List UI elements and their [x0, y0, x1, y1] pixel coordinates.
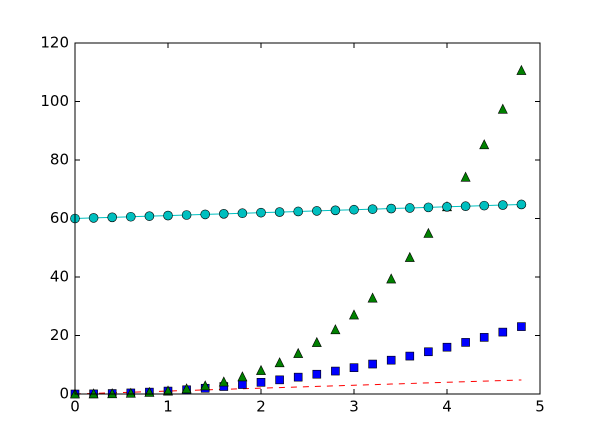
- triangle-marker: [88, 388, 99, 399]
- triangle-marker: [497, 103, 508, 114]
- circle-marker: [126, 211, 136, 222]
- y-tick-label: 80: [50, 151, 69, 169]
- circle-marker: [237, 208, 248, 219]
- circle-marker: [219, 209, 229, 219]
- circle-marker: [163, 210, 173, 221]
- triangle-marker: [200, 380, 211, 391]
- circle-marker: [479, 200, 490, 211]
- circle-marker: [256, 207, 266, 218]
- circle-marker: [516, 199, 527, 210]
- square-marker: [517, 322, 526, 331]
- plot-frame: [74, 42, 541, 395]
- triangle-marker: [516, 64, 527, 75]
- square-marker: [479, 333, 489, 342]
- x-tick-label: 2: [256, 398, 266, 416]
- circle-marker: [107, 212, 117, 223]
- x-tick-label: 0: [70, 398, 80, 416]
- triangle-marker: [311, 336, 322, 347]
- triangle-marker: [293, 347, 304, 358]
- triangle-marker: [423, 227, 434, 238]
- circle-marker: [497, 200, 508, 210]
- x-tick-label: 1: [163, 398, 173, 416]
- square-marker: [442, 342, 452, 352]
- circle-marker: [386, 203, 397, 214]
- circle-marker: [367, 204, 378, 214]
- triangle-marker: [349, 309, 359, 320]
- circle-marker: [88, 213, 99, 223]
- triangle-marker: [218, 376, 229, 387]
- square-marker: [331, 366, 340, 376]
- square-marker: [312, 369, 322, 379]
- circle-marker: [200, 209, 210, 220]
- circle-marker: [181, 210, 192, 220]
- triangle-marker: [404, 251, 415, 262]
- circle-marker: [274, 207, 285, 217]
- y-tick-label: 0: [59, 385, 69, 403]
- square-marker: [238, 380, 247, 389]
- triangle-marker: [181, 383, 192, 394]
- y-tick-label: 120: [40, 34, 69, 52]
- square-marker: [368, 359, 377, 369]
- y-tick-label: 40: [50, 268, 69, 286]
- triangle-marker: [107, 388, 118, 399]
- triangle-marker: [163, 385, 173, 396]
- circle-marker: [311, 206, 322, 216]
- x-tick-label: 5: [535, 398, 545, 416]
- circle-marker: [330, 205, 341, 216]
- triangle-marker: [367, 292, 378, 303]
- square-marker: [424, 347, 433, 357]
- square-marker: [461, 338, 470, 347]
- triangle-marker: [274, 357, 285, 368]
- triangle-marker: [460, 171, 471, 182]
- y-tick-label: 20: [50, 326, 69, 344]
- circle-marker: [293, 206, 304, 217]
- circle-marker: [460, 201, 471, 212]
- square-marker: [256, 377, 266, 387]
- y-tick-label: 60: [50, 209, 69, 227]
- circle-marker: [423, 202, 434, 213]
- circle-marker: [442, 202, 452, 212]
- triangle-marker: [479, 139, 490, 150]
- square-marker: [386, 355, 396, 365]
- triangle-marker: [256, 364, 266, 375]
- circle-marker: [144, 211, 155, 221]
- square-marker: [275, 375, 284, 385]
- square-marker: [498, 327, 508, 337]
- x-tick-label: 3: [349, 398, 359, 416]
- square-marker: [293, 372, 303, 382]
- triangle-marker: [125, 387, 136, 398]
- triangle-marker: [386, 273, 397, 284]
- triangle-marker: [330, 324, 341, 335]
- circle-marker: [404, 203, 415, 213]
- triangle-marker: [237, 371, 248, 382]
- y-tick-label: 100: [40, 92, 69, 110]
- x-tick-label: 4: [442, 398, 452, 416]
- square-marker: [349, 363, 359, 372]
- square-marker: [405, 351, 415, 361]
- circle-marker: [349, 204, 359, 215]
